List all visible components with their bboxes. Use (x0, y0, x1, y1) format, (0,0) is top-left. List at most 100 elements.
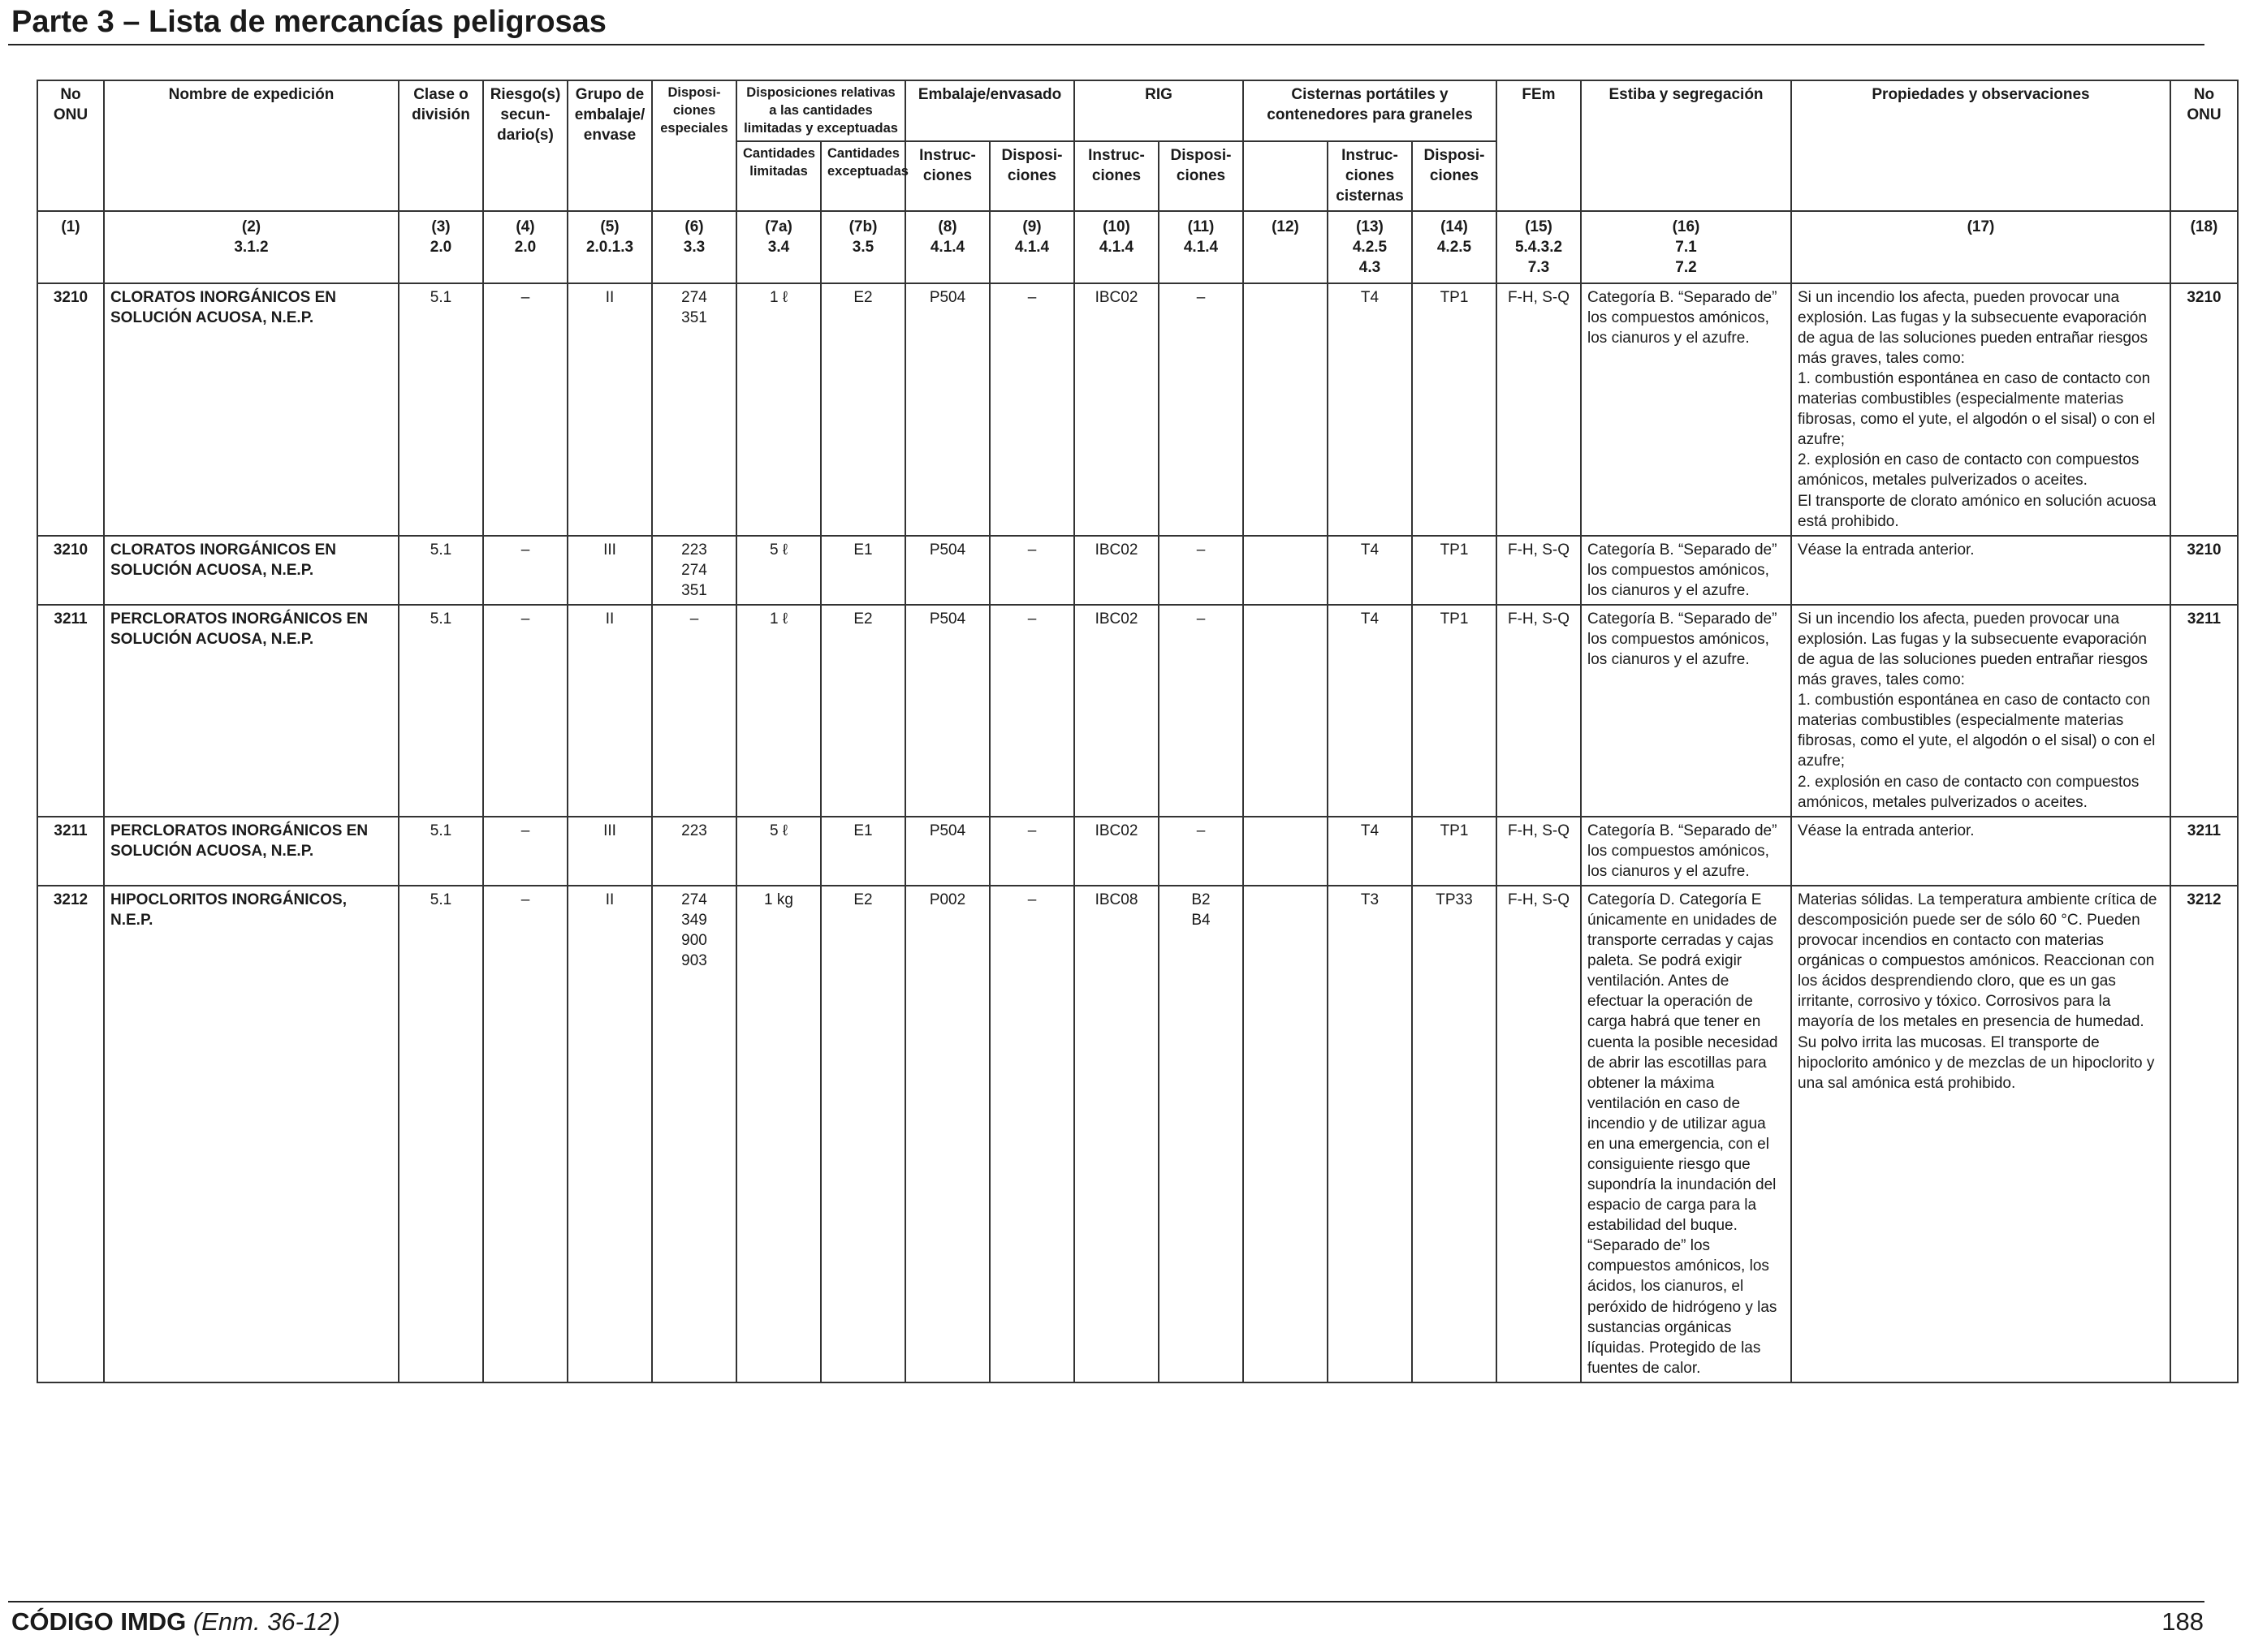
ref-cell: (4) 2.0 (482, 209, 568, 284)
ref-cell: (8) 4.1.4 (905, 209, 991, 284)
table-row: 3211 PERCLORATOS INORGÁNICOS EN SOLUCIÓN … (37, 815, 2239, 886)
ref-line: (7a) (765, 218, 792, 235)
un-number: 3211 (37, 603, 105, 817)
ibc-instructions: IBC08 (1073, 884, 1159, 1383)
ref-line: 3.4 (767, 238, 790, 256)
ref-line: 4.1.4 (1183, 238, 1219, 256)
ref-cell: (16) 7.1 7.2 (1580, 209, 1792, 284)
properties-paragraph: Véase la entrada anterior. (1798, 541, 1975, 559)
special-provisions-item: 274 (681, 288, 707, 306)
ref-line: 3.1.2 (234, 238, 269, 256)
special-provisions-item: 274 (681, 561, 707, 579)
col-header-cisternas-instrucciones: Instruc-ciones cisternas (1327, 140, 1413, 212)
ref-cell: (5) 2.0.1.3 (567, 209, 653, 284)
ref-line: (2) (241, 218, 261, 235)
ems: F-H, S-Q (1496, 534, 1582, 606)
special-provisions-item: 349 (681, 912, 707, 930)
ref-cell: (17) (1790, 209, 2171, 284)
ref-line: (14) (1440, 218, 1468, 235)
ref-line: 3.3 (683, 238, 706, 256)
un-number-right: 3210 (2170, 534, 2239, 606)
ibc-instructions: IBC02 (1073, 603, 1159, 817)
un-number: 3210 (37, 534, 105, 606)
col-header-embalaje-group: Embalaje/envasado (905, 79, 1075, 143)
packing-instructions: P504 (905, 534, 991, 606)
packing-group: II (567, 884, 653, 1383)
ibc-instructions: IBC02 (1073, 815, 1159, 886)
shipping-name: CLORATOS INORGÁNICOS EN SOLUCIÓN ACUOSA,… (103, 282, 399, 537)
footer-code-name: CÓDIGO IMDG (11, 1607, 187, 1636)
col-header-blank-12 (1242, 140, 1328, 212)
un-number-right: 3210 (2170, 282, 2239, 537)
ems: F-H, S-Q (1496, 282, 1582, 537)
ref-line: 2.0 (430, 238, 452, 256)
ref-line: 7.1 (1675, 238, 1697, 256)
stowage-segregation: Categoría B. “Separado de” los compuesto… (1580, 282, 1792, 537)
col-header-cant-exceptuadas: Cantidades exceptuadas (820, 140, 909, 212)
ref-cell: (12) (1242, 209, 1328, 284)
ref-line: (1) (61, 218, 80, 235)
ibc-provisions: – (1158, 282, 1244, 537)
tank-instructions: T4 (1327, 815, 1413, 886)
ref-line: 4.1.4 (1099, 238, 1134, 256)
shipping-name: PERCLORATOS INORGÁNICOS EN SOLUCIÓN ACUO… (103, 815, 399, 886)
ref-line: 5.4.3.2 (1514, 238, 1563, 256)
ref-cell: (11) 4.1.4 (1158, 209, 1244, 284)
col-header-clase: Clase o división (398, 80, 484, 212)
col-header-rig-group: RIG (1073, 79, 1244, 143)
special-provisions-item: 351 (681, 308, 707, 326)
packing-provisions: – (989, 884, 1075, 1383)
tank-provisions: TP33 (1411, 884, 1497, 1383)
packing-provisions: – (989, 815, 1075, 886)
table-body: 3210 CLORATOS INORGÁNICOS EN SOLUCIÓN ACU… (37, 282, 2239, 1383)
packing-group: III (567, 815, 653, 886)
ref-line: 7.2 (1675, 258, 1697, 276)
col-header-grupo: Grupo de embalaje/ envase (567, 80, 653, 212)
properties-paragraph: Materias sólidas. La temperatura ambient… (1798, 891, 2157, 1092)
limited-quantities: 1 ℓ (736, 282, 822, 537)
ref-line: (8) (938, 218, 957, 235)
dangerous-goods-table: No ONU Nombre de expedición Clase o divi… (37, 79, 2239, 1383)
col-header-no-onu-right: No ONU (2170, 80, 2239, 212)
tank-provisions: TP1 (1411, 603, 1497, 817)
special-provisions-item: 351 (681, 581, 707, 599)
ref-line: 4.1.4 (930, 238, 965, 256)
subsidiary-risk: – (482, 603, 568, 817)
subsidiary-risk: – (482, 815, 568, 886)
limited-quantities: 1 ℓ (736, 603, 822, 817)
excepted-quantities: E2 (820, 884, 906, 1383)
packing-instructions: P504 (905, 815, 991, 886)
properties-paragraph: 2. explosión en caso de contacto con com… (1798, 773, 2140, 811)
ref-line: 3.5 (852, 238, 874, 256)
un-number: 3212 (37, 884, 105, 1383)
excepted-quantities: E2 (820, 282, 906, 537)
properties-paragraph: Véase la entrada anterior. (1798, 822, 1975, 839)
ref-line: (17) (1967, 218, 1995, 235)
ref-cell: (7a) 3.4 (736, 209, 822, 284)
special-provisions: – (651, 603, 737, 817)
ref-line: (12) (1272, 218, 1299, 235)
ibc-provisions: – (1158, 815, 1244, 886)
properties-observations: Si un incendio los afecta, pueden provoc… (1790, 282, 2171, 537)
col-header-estiba: Estiba y segregación (1580, 80, 1792, 212)
special-provisions-item: 223 (681, 822, 707, 839)
packing-instructions: P504 (905, 603, 991, 817)
special-provisions-item: 274 (681, 891, 707, 908)
stowage-segregation: Categoría B. “Separado de” los compuesto… (1580, 815, 1792, 886)
packing-group: II (567, 282, 653, 537)
special-provisions-item: 903 (681, 952, 707, 970)
ref-line: (4) (516, 218, 535, 235)
class-division: 5.1 (398, 884, 484, 1383)
top-rule (8, 44, 2204, 45)
limited-quantities: 5 ℓ (736, 815, 822, 886)
special-provisions: 223 (651, 815, 737, 886)
col-header-cantidades-group: Disposiciones relativas a las cantidades… (736, 79, 906, 143)
ref-line: (16) (1672, 218, 1700, 235)
column-12 (1242, 282, 1328, 537)
tank-instructions: T3 (1327, 884, 1413, 1383)
ems: F-H, S-Q (1496, 815, 1582, 886)
ibc-provisions: B2 B4 (1158, 884, 1244, 1383)
col-header-rig-instrucciones: Instruc-ciones (1073, 140, 1159, 212)
ems: F-H, S-Q (1496, 884, 1582, 1383)
properties-observations: Véase la entrada anterior. (1790, 534, 2171, 606)
